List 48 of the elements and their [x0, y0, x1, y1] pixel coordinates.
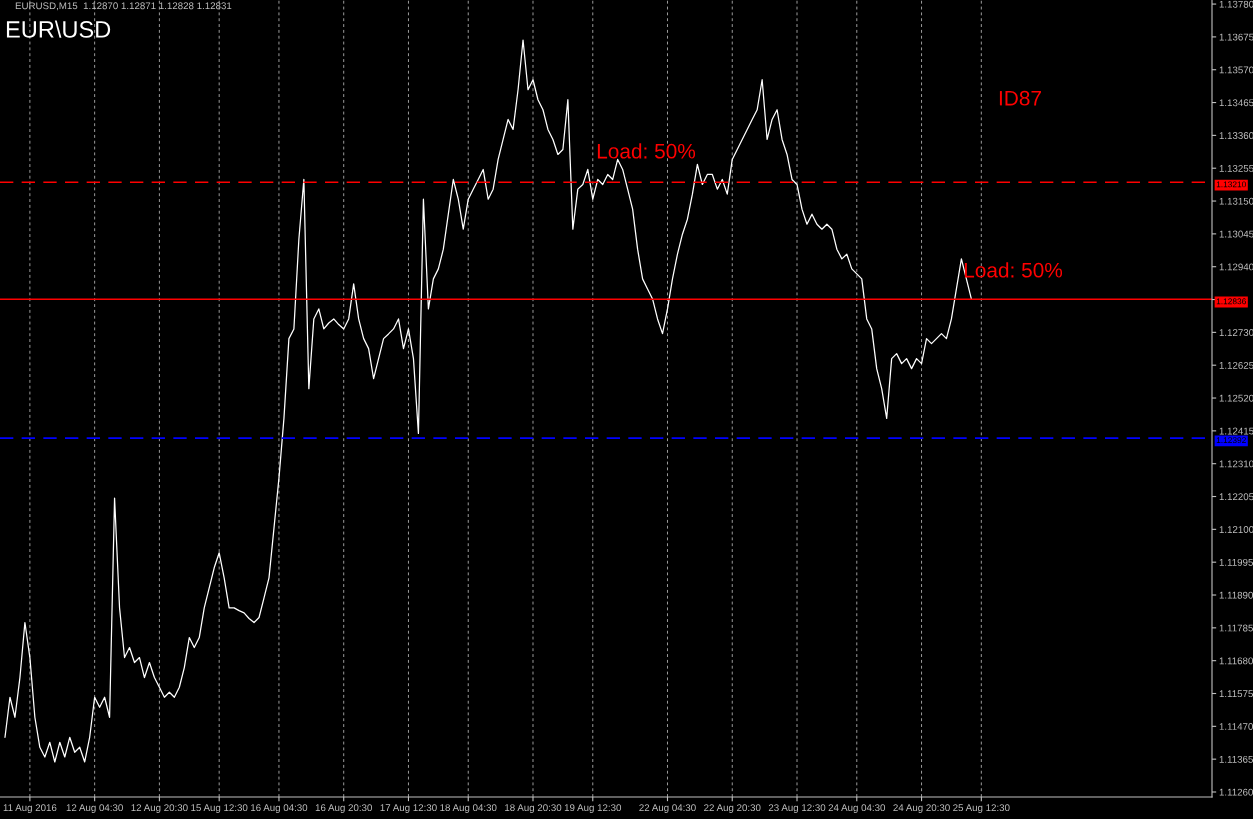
y-tick-label: 1.12205	[1219, 493, 1253, 501]
y-tick-label: 1.12100	[1219, 526, 1253, 533]
x-tick-label: 24 Aug 20:30	[893, 804, 950, 814]
y-tick-label: 1.13045	[1219, 230, 1253, 238]
x-tick-label: 22 Aug 04:30	[639, 804, 696, 814]
y-tick-label: 1.11785	[1219, 624, 1253, 632]
ref-line-label: 1.13210	[1216, 181, 1246, 188]
y-tick-label: 1.13570	[1219, 66, 1253, 74]
y-tick-label: 1.11575	[1219, 690, 1253, 698]
y-tick-label: 1.11260	[1219, 788, 1253, 796]
annotation: Load: 50%	[597, 143, 696, 159]
text: ID87	[999, 90, 1041, 106]
y-tick-label: 1.12310	[1219, 460, 1253, 468]
ref-line-label: 1.12392	[1216, 437, 1246, 444]
y-tick-label: 1.12415	[1219, 427, 1253, 435]
y-tick-label: 1.11470	[1219, 723, 1253, 730]
y-tick-label: 1.13150	[1219, 197, 1253, 205]
y-tick-label: 1.13675	[1219, 33, 1253, 41]
x-tick-label: 17 Aug 12:30	[380, 804, 437, 814]
y-tick-label: 1.13465	[1219, 99, 1253, 107]
y-tick-label: 1.11680	[1219, 657, 1253, 665]
x-tick-label: 18 Aug 20:30	[505, 804, 562, 814]
y-tick-label: 1.12730	[1219, 329, 1253, 336]
x-tick-label: 18 Aug 04:30	[440, 804, 497, 814]
chart-subtitle: EURUSD,M15 1.12870 1.12871 1.12828 1.12831	[15, 2, 232, 11]
y-tick-label: 1.11365	[1219, 755, 1253, 763]
x-tick-label: 23 Aug 12:30	[768, 804, 826, 814]
y-tick-label: 1.12940	[1219, 263, 1253, 271]
x-tick-label: 16 Aug 20:30	[315, 804, 372, 814]
x-tick-label: 22 Aug 20:30	[704, 804, 761, 814]
x-tick-label: 24 Aug 04:30	[828, 804, 886, 814]
x-tick-label: 12 Aug 20:30	[131, 804, 188, 814]
y-tick-label: 1.13780	[1219, 0, 1253, 8]
text: EUR\USD	[6, 20, 111, 38]
y-tick-label: 1.12625	[1219, 361, 1253, 369]
y-tick-label: 1.13360	[1219, 132, 1253, 140]
x-tick-label: 11 Aug 2016	[3, 804, 57, 814]
x-tick-label: 15 Aug 12:30	[191, 804, 248, 814]
x-tick-label: 19 Aug 12:30	[564, 804, 622, 814]
y-tick-label: 1.11890	[1219, 591, 1253, 599]
annotation: Load: 50%	[964, 262, 1063, 278]
y-tick-label: 1.12520	[1219, 394, 1253, 402]
x-tick-label: 12 Aug 04:30	[66, 804, 123, 814]
y-tick-label: 1.13255	[1219, 164, 1253, 172]
y-tick-label: 1.11995	[1219, 558, 1253, 566]
x-tick-label: 16 Aug 04:30	[251, 804, 308, 814]
x-tick-label: 25 Aug 12:30	[953, 804, 1010, 814]
ref-line-label: 1.12836	[1216, 298, 1246, 305]
